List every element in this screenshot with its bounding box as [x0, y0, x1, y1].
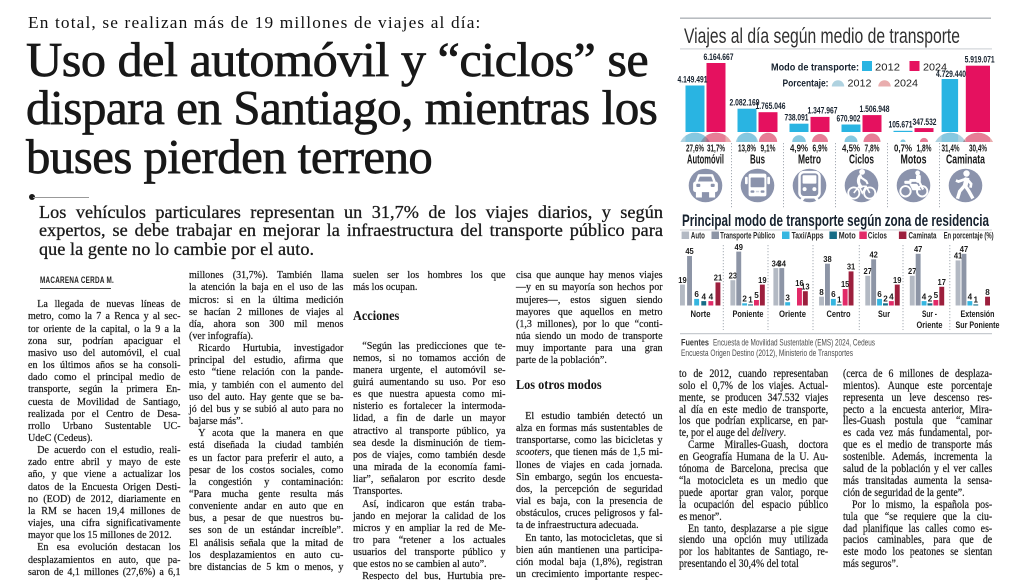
svg-text:2012: 2012	[875, 63, 900, 74]
svg-text:19: 19	[758, 276, 767, 285]
svg-text:5: 5	[754, 291, 759, 300]
svg-text:0,7%: 0,7%	[894, 143, 912, 155]
svg-text:27,6%: 27,6%	[686, 143, 704, 155]
svg-text:42: 42	[869, 251, 878, 260]
svg-text:21: 21	[714, 274, 723, 283]
svg-text:4,9%: 4,9%	[790, 143, 808, 155]
svg-text:4.729.440: 4.729.440	[936, 69, 966, 80]
svg-text:5.919.071: 5.919.071	[965, 55, 996, 66]
svg-text:4.149.491: 4.149.491	[678, 74, 709, 85]
svg-text:Caminata: Caminata	[946, 153, 986, 167]
svg-text:31,7%: 31,7%	[707, 143, 725, 155]
svg-text:6: 6	[831, 290, 836, 299]
svg-text:19: 19	[678, 276, 687, 285]
svg-text:1: 1	[748, 296, 753, 305]
svg-text:Motos: Motos	[901, 153, 927, 167]
svg-text:3: 3	[785, 293, 790, 302]
svg-text:Extensión: Extensión	[961, 309, 995, 319]
svg-text:Ciclos: Ciclos	[868, 231, 887, 241]
svg-text:1: 1	[973, 296, 978, 305]
svg-text:Moto: Moto	[839, 231, 856, 241]
svg-text:6: 6	[877, 290, 882, 299]
svg-text:Oriente: Oriente	[779, 309, 806, 319]
svg-text:6,9%: 6,9%	[813, 143, 828, 155]
svg-text:Porcentaje:: Porcentaje:	[783, 78, 829, 90]
svg-text:Sur: Sur	[878, 309, 890, 319]
svg-text:17: 17	[938, 278, 947, 287]
svg-text:105.671: 105.671	[889, 120, 913, 131]
svg-text:1.506.948: 1.506.948	[860, 104, 890, 115]
svg-text:49: 49	[735, 243, 744, 252]
svg-text:347.532: 347.532	[913, 117, 937, 128]
svg-text:Oriente: Oriente	[917, 320, 943, 330]
svg-text:4: 4	[889, 292, 894, 301]
svg-text:670.902: 670.902	[837, 113, 861, 124]
svg-text:Encuesta de Movilidad Sustenta: Encuesta de Movilidad Sustentable (EMS) …	[713, 338, 875, 348]
svg-text:Norte: Norte	[691, 309, 711, 319]
svg-text:1,8%: 1,8%	[917, 143, 932, 155]
svg-text:6: 6	[694, 290, 699, 299]
svg-text:7,8%: 7,8%	[865, 143, 880, 155]
svg-text:Sur Poniente: Sur Poniente	[956, 320, 1000, 330]
svg-text:41: 41	[954, 252, 963, 261]
svg-text:Sur -: Sur -	[922, 309, 937, 319]
svg-text:2: 2	[928, 295, 933, 304]
svg-text:4: 4	[701, 292, 706, 301]
svg-text:2024: 2024	[923, 63, 947, 74]
svg-text:Modo de transporte:: Modo de transporte:	[771, 62, 859, 74]
svg-text:15: 15	[841, 280, 850, 289]
svg-text:34: 34	[772, 259, 781, 268]
svg-text:2: 2	[742, 295, 747, 304]
svg-text:Auto: Auto	[691, 231, 705, 241]
svg-text:2: 2	[883, 295, 888, 304]
svg-text:5: 5	[934, 291, 939, 300]
svg-text:13,8%: 13,8%	[738, 143, 756, 155]
svg-text:27: 27	[864, 267, 873, 276]
svg-text:13: 13	[801, 282, 810, 291]
svg-text:Metro: Metro	[798, 153, 821, 167]
svg-text:738.091: 738.091	[785, 113, 809, 124]
svg-text:31: 31	[847, 263, 856, 272]
svg-text:9,1%: 9,1%	[761, 143, 776, 155]
svg-text:16: 16	[795, 279, 804, 288]
svg-text:47: 47	[914, 245, 923, 254]
svg-text:Encuesta Origen Destino (2012): Encuesta Origen Destino (2012), Minister…	[681, 348, 853, 358]
svg-text:1.347.967: 1.347.967	[808, 106, 838, 117]
svg-text:47: 47	[960, 245, 969, 254]
svg-text:6.164.667: 6.164.667	[704, 52, 734, 63]
svg-text:Centro: Centro	[827, 309, 852, 319]
svg-text:4,5%: 4,5%	[842, 143, 860, 155]
svg-text:31,4%: 31,4%	[942, 143, 960, 155]
svg-text:Automóvil: Automóvil	[687, 153, 724, 167]
svg-text:En porcentaje (%): En porcentaje (%)	[944, 231, 994, 241]
svg-text:23: 23	[729, 271, 738, 280]
svg-text:1: 1	[837, 296, 842, 305]
svg-text:8: 8	[819, 288, 824, 297]
svg-text:Taxi/Apps: Taxi/Apps	[792, 231, 824, 241]
svg-text:4: 4	[709, 292, 714, 301]
svg-text:2012: 2012	[848, 79, 872, 90]
svg-text:8: 8	[985, 288, 990, 297]
svg-text:30,4%: 30,4%	[969, 143, 987, 155]
svg-text:38: 38	[823, 255, 832, 264]
svg-text:4: 4	[922, 292, 927, 301]
svg-text:2.082.169: 2.082.169	[730, 97, 760, 108]
svg-text:Bus: Bus	[750, 153, 765, 167]
svg-text:27: 27	[908, 267, 917, 276]
svg-text:19: 19	[893, 276, 902, 285]
svg-text:Transporte Público: Transporte Público	[720, 231, 775, 241]
svg-text:Viajes al día según medio de t: Viajes al día según medio de transporte	[684, 24, 960, 48]
svg-text:4: 4	[968, 292, 973, 301]
svg-text:2024: 2024	[894, 79, 918, 90]
svg-text:Caminata: Caminata	[909, 231, 938, 241]
svg-text:Fuentes: Fuentes	[681, 338, 709, 348]
svg-text:Ciclos: Ciclos	[849, 153, 874, 167]
svg-text:45: 45	[685, 247, 694, 256]
svg-text:1.765.046: 1.765.046	[756, 101, 786, 112]
svg-text:Poniente: Poniente	[733, 309, 764, 319]
svg-text:Principal modo de transporte s: Principal modo de transporte según zona …	[682, 212, 990, 230]
svg-text:34: 34	[778, 259, 787, 268]
